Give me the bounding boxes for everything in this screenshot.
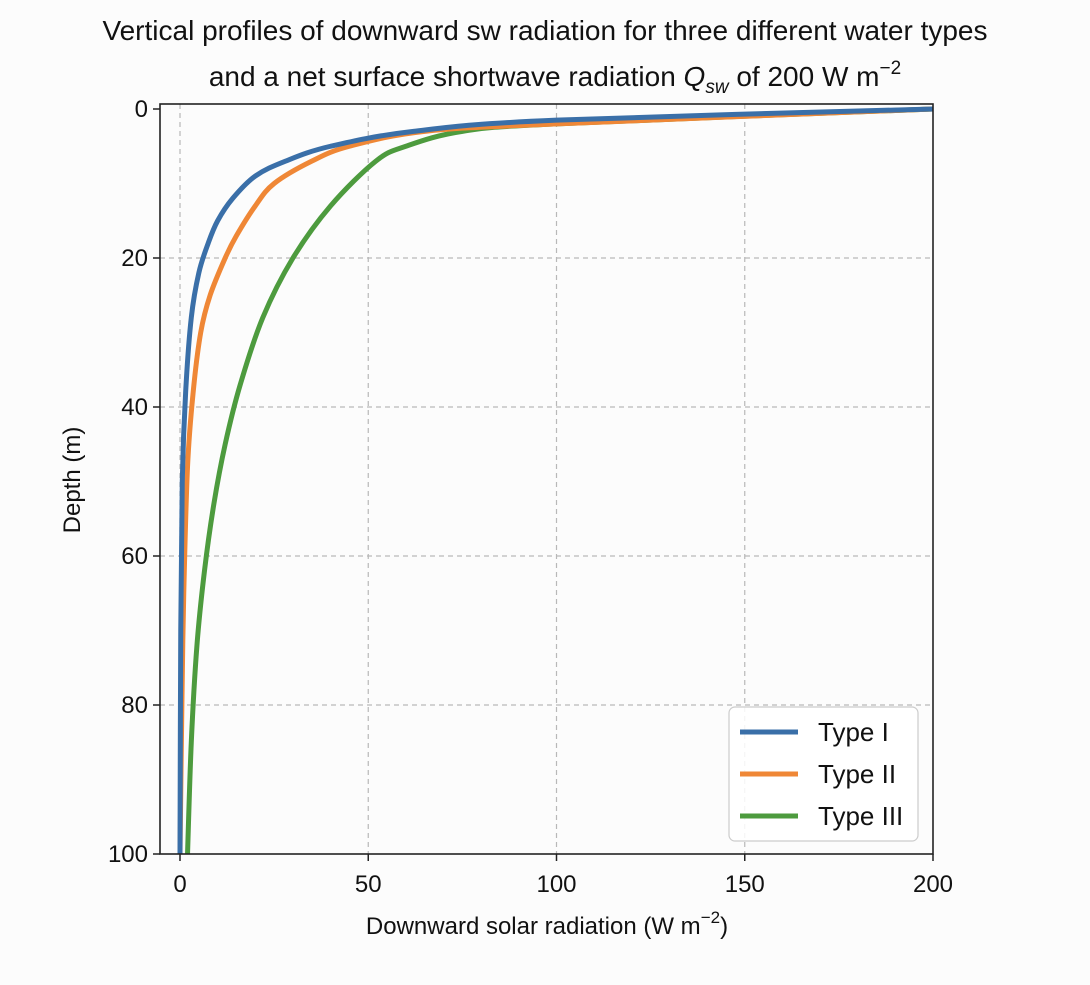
x-axis-label-suffix: ) — [720, 913, 728, 940]
legend-box — [728, 706, 919, 842]
chart-title-line-2: and a net surface shortwave radiation Qs… — [209, 58, 901, 98]
chart-title-prefix: and a net surface shortwave radiation — [209, 61, 684, 92]
x-tick-label: 200 — [913, 871, 953, 898]
series-layer — [177, 106, 934, 855]
legend-entries: Type I Type II Type III — [740, 717, 903, 831]
tick-layer: 0 50 100 150 200 0 20 40 60 80 100 — [108, 96, 953, 898]
legend-label-type-i: Type I — [818, 717, 889, 747]
chart-title-line-1: Vertical profiles of downward sw radiati… — [102, 15, 987, 46]
y-tick-label: 40 — [121, 394, 148, 421]
x-axis-label-prefix: Downward solar radiation (W m — [366, 913, 701, 940]
x-tick-label: 150 — [725, 871, 765, 898]
x-tick-label: 100 — [536, 871, 576, 898]
chart-title-symbol-subscript: sw — [705, 77, 730, 98]
y-tick-label: 80 — [121, 692, 148, 719]
y-tick-label: 100 — [108, 841, 148, 868]
y-tick-label: 60 — [121, 543, 148, 570]
legend: Type I Type II Type III — [728, 706, 919, 842]
x-tick-label: 0 — [173, 871, 186, 898]
chart-title-superscript: −2 — [880, 58, 902, 79]
y-axis-label: Depth (m) — [59, 427, 86, 534]
y-tick-label: 0 — [135, 96, 148, 123]
chart-title-suffix: of 200 W m — [729, 61, 880, 92]
x-tick-label: 50 — [355, 871, 382, 898]
legend-label-type-ii: Type II — [818, 759, 896, 789]
plot-area-frame — [159, 103, 934, 855]
series-line-type-i — [177, 106, 934, 855]
x-axis-label-superscript: −2 — [701, 908, 720, 927]
y-tick-label: 20 — [121, 245, 148, 272]
chart-title-symbol: Q — [684, 61, 706, 92]
legend-label-type-iii: Type III — [818, 801, 903, 831]
x-axis-label: Downward solar radiation (W m−2) — [366, 908, 728, 940]
